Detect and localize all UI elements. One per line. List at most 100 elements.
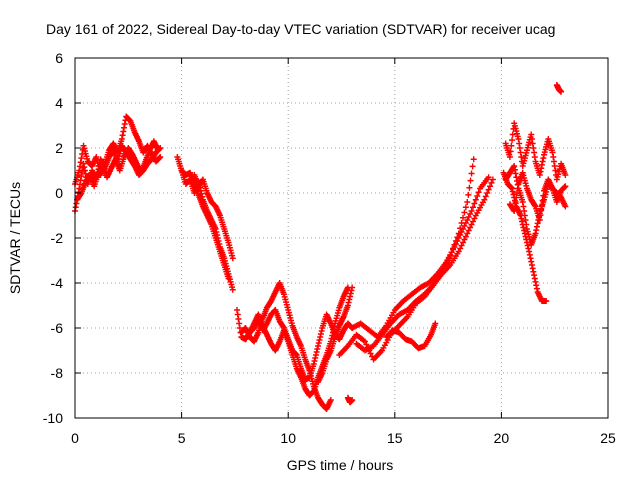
data-point	[512, 170, 519, 177]
data-point	[511, 163, 518, 169]
series-track-8	[238, 280, 334, 412]
data-point	[474, 193, 481, 199]
data-point	[118, 136, 125, 142]
data-point	[530, 268, 537, 275]
data-point	[519, 199, 526, 205]
data-points-layer	[72, 82, 569, 412]
data-point	[469, 204, 476, 211]
series-track-9	[242, 284, 351, 399]
data-point	[469, 163, 476, 170]
data-point	[81, 164, 88, 171]
series-track-13	[349, 174, 492, 340]
data-point	[347, 293, 354, 300]
series-track-16	[502, 120, 569, 183]
data-point	[543, 298, 550, 304]
data-point	[511, 208, 518, 214]
data-point	[540, 192, 547, 199]
data-point	[73, 200, 80, 207]
data-point	[455, 230, 462, 237]
data-point	[157, 154, 164, 160]
data-point	[525, 245, 532, 252]
data-point	[532, 230, 539, 237]
data-point	[81, 167, 88, 174]
data-point	[451, 241, 458, 248]
data-point	[539, 158, 546, 165]
series-track-15	[383, 320, 439, 352]
data-point	[121, 121, 128, 127]
data-point	[94, 157, 101, 163]
data-point	[526, 248, 533, 255]
series-track-5	[178, 167, 232, 282]
data-point	[510, 206, 517, 213]
data-point	[454, 234, 461, 241]
series-track-11	[344, 394, 356, 406]
data-point	[514, 185, 521, 192]
data-point	[347, 290, 354, 297]
series-track-6	[191, 172, 236, 262]
data-point	[348, 287, 355, 294]
data-point	[156, 154, 163, 161]
data-point	[316, 337, 323, 343]
data-point	[481, 196, 488, 203]
data-point	[314, 346, 321, 352]
y-axis-label: SDTVAR / TECUs	[7, 182, 23, 294]
data-point	[78, 155, 85, 162]
data-point	[488, 179, 495, 186]
data-point	[537, 212, 544, 219]
data-point	[509, 131, 516, 138]
data-point	[550, 154, 557, 160]
data-point	[550, 158, 557, 165]
data-point	[315, 343, 322, 349]
data-point	[562, 203, 569, 210]
data-point	[344, 302, 351, 309]
data-point	[317, 334, 324, 340]
y-tick-label: -2	[51, 230, 64, 246]
data-point	[72, 204, 79, 211]
data-point	[236, 320, 243, 327]
series-track-19	[506, 169, 569, 223]
data-point	[528, 131, 535, 138]
y-tick-label: -8	[51, 365, 64, 381]
data-point	[331, 323, 338, 330]
data-point	[518, 215, 525, 222]
data-point	[538, 207, 545, 214]
data-point	[345, 299, 352, 306]
data-point	[447, 253, 454, 259]
data-point	[533, 227, 540, 234]
data-point	[520, 203, 527, 210]
data-point	[510, 191, 517, 198]
data-point	[313, 349, 320, 355]
data-point	[315, 340, 322, 346]
data-point	[452, 238, 459, 244]
y-tick-label: -10	[43, 410, 63, 426]
data-point	[509, 137, 516, 144]
data-point	[520, 224, 527, 231]
data-point	[509, 188, 516, 195]
data-point	[119, 132, 126, 139]
data-point	[76, 167, 83, 174]
data-point	[534, 220, 541, 227]
data-point	[527, 255, 534, 262]
data-point	[471, 200, 478, 207]
data-point	[514, 190, 521, 196]
data-point	[82, 170, 89, 177]
data-point	[530, 145, 537, 151]
data-point	[538, 202, 545, 209]
data-point	[533, 223, 540, 230]
data-point	[529, 265, 536, 272]
data-point	[531, 202, 538, 209]
data-point	[549, 149, 556, 156]
data-point	[551, 163, 558, 169]
data-point	[310, 361, 317, 367]
data-point	[468, 208, 475, 214]
data-point	[235, 316, 242, 322]
data-point	[484, 190, 491, 196]
data-point	[562, 183, 569, 190]
data-point	[465, 191, 472, 198]
data-point	[462, 204, 469, 211]
data-point	[516, 140, 523, 147]
y-tick-label: 2	[55, 140, 63, 156]
y-tick-label: -6	[51, 320, 64, 336]
data-point	[513, 194, 520, 201]
